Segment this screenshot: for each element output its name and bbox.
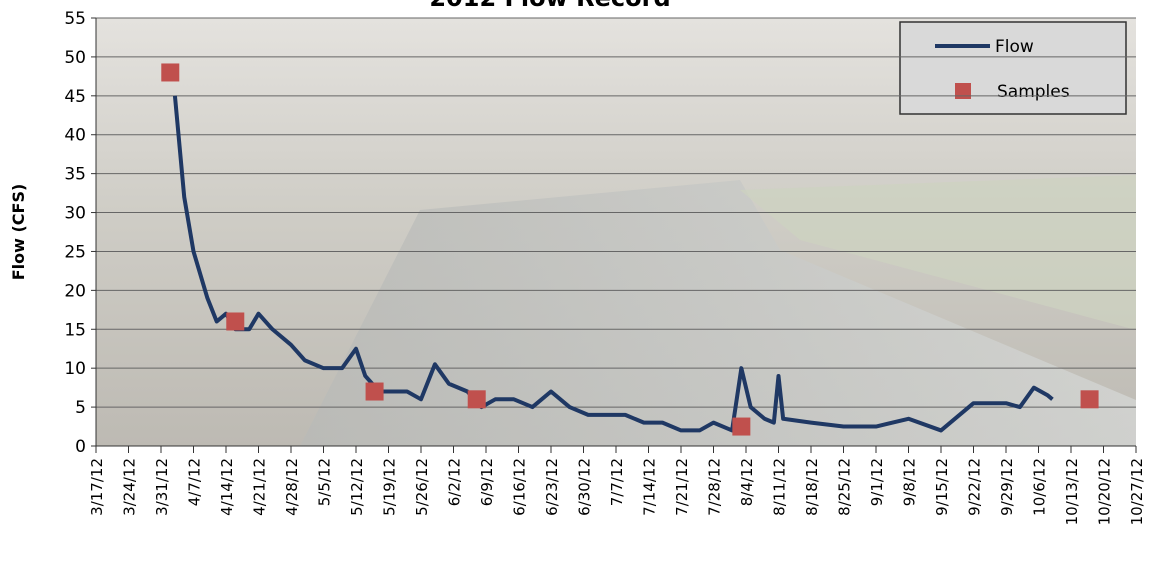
sample-marker	[226, 312, 244, 330]
x-tick-label: 9/1/12	[868, 458, 886, 506]
y-tick-label: 35	[64, 165, 86, 185]
x-tick-label: 6/30/12	[576, 458, 594, 516]
x-tick-label: 7/28/12	[706, 458, 724, 516]
x-tick-label: 4/28/12	[283, 458, 301, 516]
sample-marker	[1081, 390, 1099, 408]
x-tick-label: 4/14/12	[218, 458, 236, 516]
y-tick-label: 55	[64, 9, 86, 29]
x-tick-label: 5/12/12	[348, 458, 366, 516]
x-tick-label: 10/6/12	[1031, 458, 1049, 516]
x-tick-label: 6/2/12	[446, 458, 464, 506]
sample-marker	[468, 390, 486, 408]
sample-marker	[161, 63, 179, 81]
x-tick-label: 6/16/12	[511, 458, 529, 516]
x-tick-label: 4/21/12	[251, 458, 269, 516]
x-tick-label: 4/7/12	[186, 458, 204, 506]
legend: Flow Samples	[900, 22, 1126, 114]
x-tick-label: 9/8/12	[901, 458, 919, 506]
y-tick-label: 45	[64, 87, 86, 107]
y-tick-label: 30	[64, 204, 86, 224]
chart-title: 2012 Flow Record	[429, 0, 670, 12]
y-tick-label: 0	[75, 437, 86, 457]
x-tick-label: 9/15/12	[933, 458, 951, 516]
x-tick-label: 8/18/12	[803, 458, 821, 516]
x-tick-label: 10/27/12	[1128, 458, 1146, 525]
y-tick-label: 40	[64, 126, 86, 146]
x-tick-label: 7/21/12	[673, 458, 691, 516]
x-tick-label: 7/14/12	[641, 458, 659, 516]
x-tick-label: 6/9/12	[478, 458, 496, 506]
x-tick-label: 3/31/12	[153, 458, 171, 516]
x-tick-label: 5/5/12	[316, 458, 334, 506]
x-tick-label: 5/19/12	[381, 458, 399, 516]
legend-label: Flow	[995, 37, 1034, 57]
y-axis-label: Flow (CFS)	[9, 184, 28, 281]
x-tick-label: 3/17/12	[88, 458, 106, 516]
sample-marker	[366, 383, 384, 401]
x-tick-label: 8/4/12	[738, 458, 756, 506]
x-tick-label: 8/11/12	[771, 458, 789, 516]
legend-swatch	[955, 83, 971, 99]
y-tick-label: 15	[64, 320, 86, 340]
x-tick-label: 5/26/12	[413, 458, 431, 516]
chart: 2012 Flow Record Flow (CFS) FlowSamples …	[0, 0, 1154, 567]
x-tick-label: 9/29/12	[998, 458, 1016, 516]
y-tick-label: 10	[64, 359, 86, 379]
x-tick-label: 10/13/12	[1063, 458, 1081, 525]
x-tick-label: 9/22/12	[966, 458, 984, 516]
x-tick-label: 10/20/12	[1096, 458, 1114, 525]
y-tick-label: 5	[75, 398, 86, 418]
y-tick-label: 20	[64, 281, 86, 301]
sample-marker	[732, 418, 750, 436]
x-tick-label: 3/24/12	[121, 458, 139, 516]
y-tick-label: 50	[64, 48, 86, 68]
x-tick-label: 8/25/12	[836, 458, 854, 516]
x-tick-label: 6/23/12	[543, 458, 561, 516]
x-tick-label: 7/7/12	[608, 458, 626, 506]
legend-label: Samples	[997, 82, 1070, 102]
y-tick-label: 25	[64, 242, 86, 262]
